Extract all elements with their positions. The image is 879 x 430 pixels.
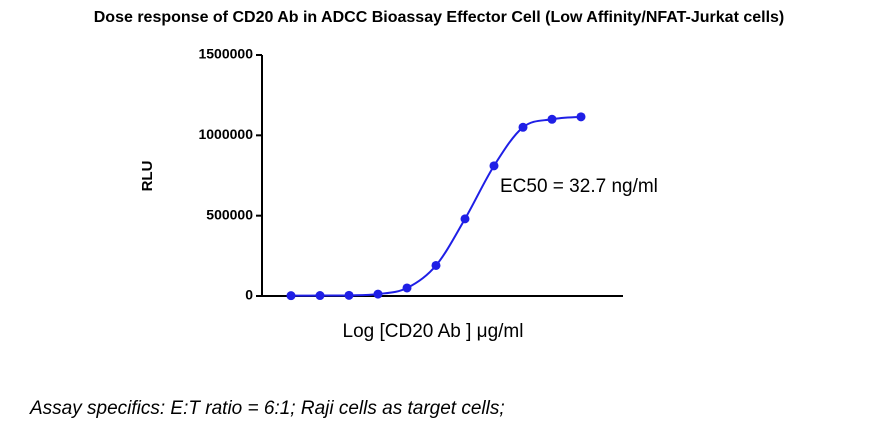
data-point [431, 260, 441, 270]
data-point [547, 114, 557, 124]
y-tick-label: 0 [245, 287, 253, 303]
annotation: EC50 = 32.7 ng/ml [500, 176, 658, 197]
data-point [373, 289, 383, 299]
footnote: Assay specifics: E:T ratio = 6:1; Raji c… [29, 398, 505, 419]
data-point [576, 112, 586, 122]
data-point [489, 161, 499, 171]
data-point [315, 291, 325, 301]
data-point [460, 214, 470, 224]
y-tick-label: 500000 [206, 206, 253, 222]
data-point [286, 291, 296, 301]
data-point [402, 283, 412, 293]
data-point [344, 290, 354, 300]
y-axis-label: RLU [139, 161, 156, 192]
chart-title: Dose response of CD20 Ab in ADCC Bioassa… [94, 9, 785, 26]
data-point [518, 122, 528, 132]
x-axis-label: Log [CD20 Ab ] μg/ml [343, 321, 524, 342]
y-tick-label: 1000000 [198, 126, 253, 142]
y-tick-label: 1500000 [198, 46, 253, 62]
